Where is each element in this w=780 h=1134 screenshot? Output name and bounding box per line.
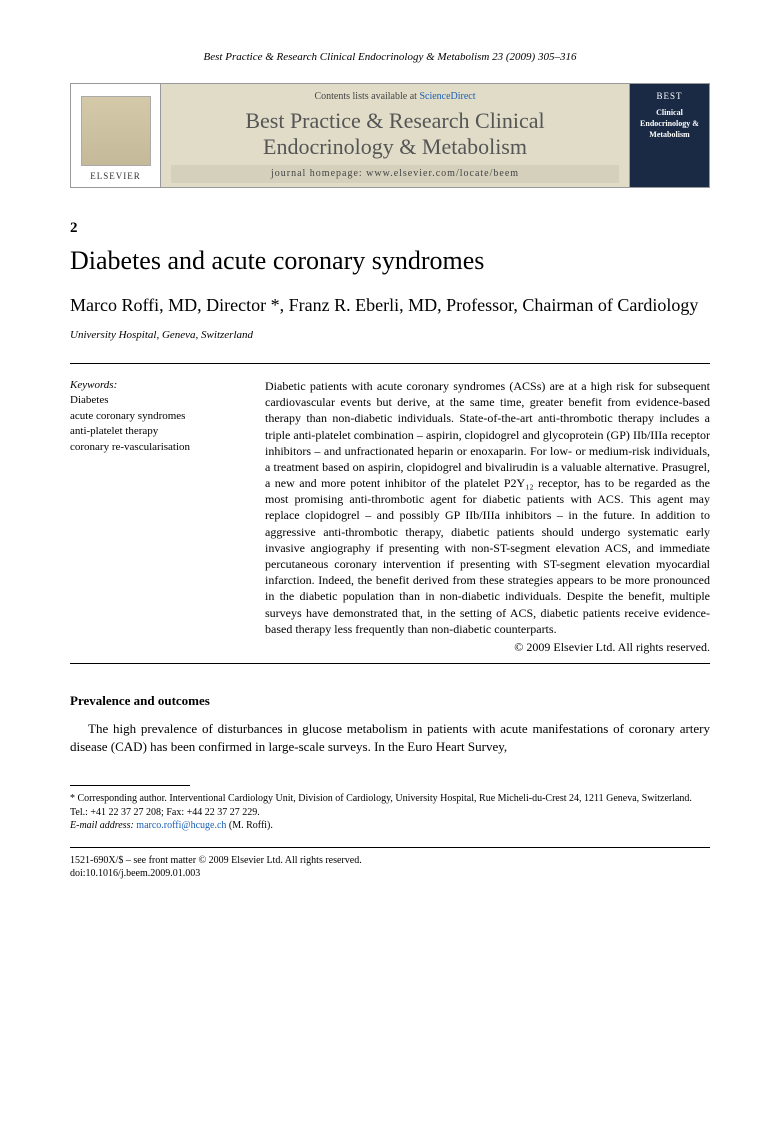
footnote-separator [70,785,190,786]
corresponding-author-footnote: * Corresponding author. Interventional C… [70,792,710,833]
email-suffix: (M. Roffi). [226,820,272,831]
body-paragraph: The high prevalence of disturbances in g… [70,720,710,755]
contents-line: Contents lists available at ScienceDirec… [171,90,619,104]
journal-title: Best Practice & Research Clinical Endocr… [171,108,619,159]
affiliation: University Hospital, Geneva, Switzerland [70,328,710,343]
email-label: E-mail address: [70,820,136,831]
cover-mid-text: Clinical Endocrinology & Metabolism [634,107,705,141]
keyword-item: coronary re-vascularisation [70,440,245,455]
keyword-item: Diabetes [70,393,245,408]
keywords-heading: Keywords: [70,378,245,393]
author-email[interactable]: marco.roffi@hcuge.ch [136,820,226,831]
footnote-corr: * Corresponding author. Interventional C… [70,792,710,819]
cover-top-text: BEST [656,90,682,103]
publisher-logo-block: ELSEVIER [71,84,161,187]
publisher-name: ELSEVIER [90,170,141,183]
abstract-copyright: © 2009 Elsevier Ltd. All rights reserved… [265,639,710,655]
divider [70,363,710,364]
article-title: Diabetes and acute coronary syndromes [70,245,710,276]
doi-line: doi:10.1016/j.beem.2009.01.003 [70,867,710,881]
keywords-block: Keywords: Diabetes acute coronary syndro… [70,378,245,655]
article-number: 2 [70,218,710,239]
homepage-url[interactable]: www.elsevier.com/locate/beem [366,168,519,179]
keyword-item: acute coronary syndromes [70,409,245,424]
homepage-line: journal homepage: www.elsevier.com/locat… [171,165,619,183]
keyword-item: anti-platelet therapy [70,424,245,439]
bottom-separator [70,847,710,848]
running-header: Best Practice & Research Clinical Endocr… [70,50,710,65]
elsevier-tree-icon [81,96,151,166]
journal-title-line1: Best Practice & Research Clinical [245,108,544,133]
journal-cover-thumb: BEST Clinical Endocrinology & Metabolism [629,84,709,187]
journal-banner: ELSEVIER Contents lists available at Sci… [70,83,710,188]
authors: Marco Roffi, MD, Director *, Franz R. Eb… [70,294,710,317]
contents-prefix: Contents lists available at [314,91,419,102]
keywords-abstract-row: Keywords: Diabetes acute coronary syndro… [70,378,710,655]
abstract-text: Diabetic patients with acute coronary sy… [265,379,710,636]
abstract-block: Diabetic patients with acute coronary sy… [265,378,710,655]
issn-line: 1521-690X/$ – see front matter © 2009 El… [70,854,710,868]
front-matter-info: 1521-690X/$ – see front matter © 2009 El… [70,854,710,881]
section-heading: Prevalence and outcomes [70,692,710,710]
journal-title-line2: Endocrinology & Metabolism [263,134,527,159]
homepage-label: journal homepage: [271,168,366,179]
divider [70,663,710,664]
banner-center: Contents lists available at ScienceDirec… [161,84,629,187]
sciencedirect-link[interactable]: ScienceDirect [419,91,475,102]
